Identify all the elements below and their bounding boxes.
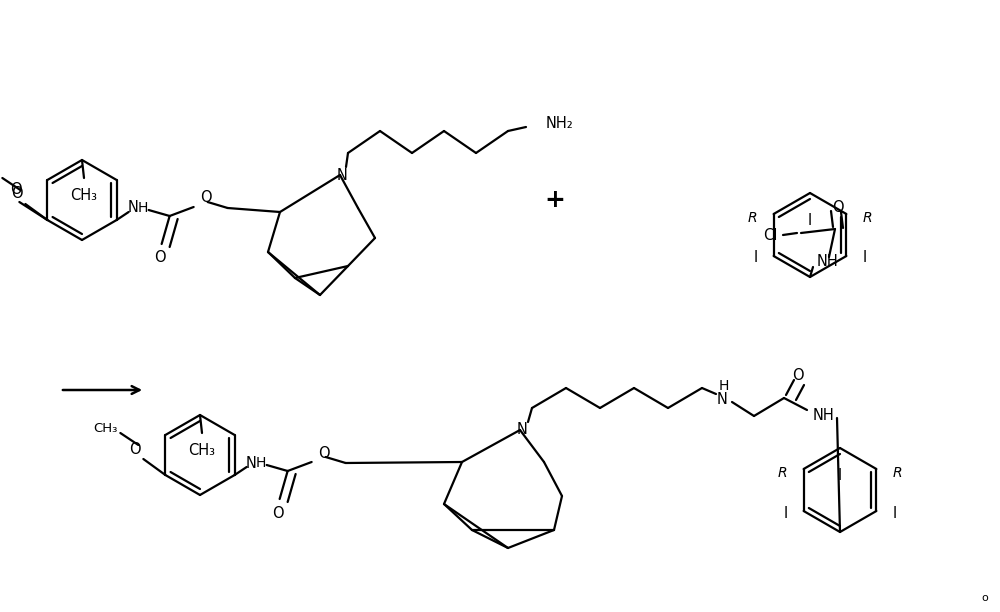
Text: O: O — [318, 446, 329, 460]
Text: N: N — [717, 392, 727, 408]
Text: I: I — [808, 213, 812, 228]
Text: O: O — [200, 190, 211, 206]
Text: Cl: Cl — [763, 228, 777, 242]
Text: R: R — [748, 211, 758, 225]
Text: I: I — [783, 506, 788, 520]
Text: R: R — [892, 466, 902, 480]
Text: NH: NH — [816, 253, 838, 269]
Text: I: I — [838, 468, 842, 483]
Text: +: + — [545, 188, 565, 212]
Text: CH₃: CH₃ — [93, 422, 117, 436]
Text: NH₂: NH₂ — [546, 116, 574, 130]
Text: O: O — [12, 187, 23, 201]
Text: I: I — [892, 506, 897, 520]
Text: N: N — [245, 455, 256, 471]
Text: CH₃: CH₃ — [188, 443, 216, 458]
Text: H: H — [255, 456, 266, 470]
Text: I: I — [753, 250, 758, 266]
Text: R: R — [862, 211, 872, 225]
Text: N: N — [517, 422, 527, 438]
Text: CH₃: CH₃ — [70, 188, 97, 203]
Text: NH: NH — [812, 408, 834, 424]
Text: R: R — [778, 466, 788, 480]
Text: O: O — [792, 368, 804, 384]
Text: O: O — [130, 441, 141, 457]
Text: N: N — [127, 201, 138, 215]
Text: O: O — [272, 506, 283, 520]
Text: O: O — [154, 250, 165, 266]
Text: N: N — [337, 168, 347, 182]
Text: O: O — [11, 182, 22, 198]
Text: o: o — [982, 593, 988, 603]
Text: I: I — [862, 250, 867, 266]
Text: O: O — [832, 200, 844, 214]
Text: H: H — [719, 379, 729, 393]
Text: H: H — [137, 201, 148, 215]
